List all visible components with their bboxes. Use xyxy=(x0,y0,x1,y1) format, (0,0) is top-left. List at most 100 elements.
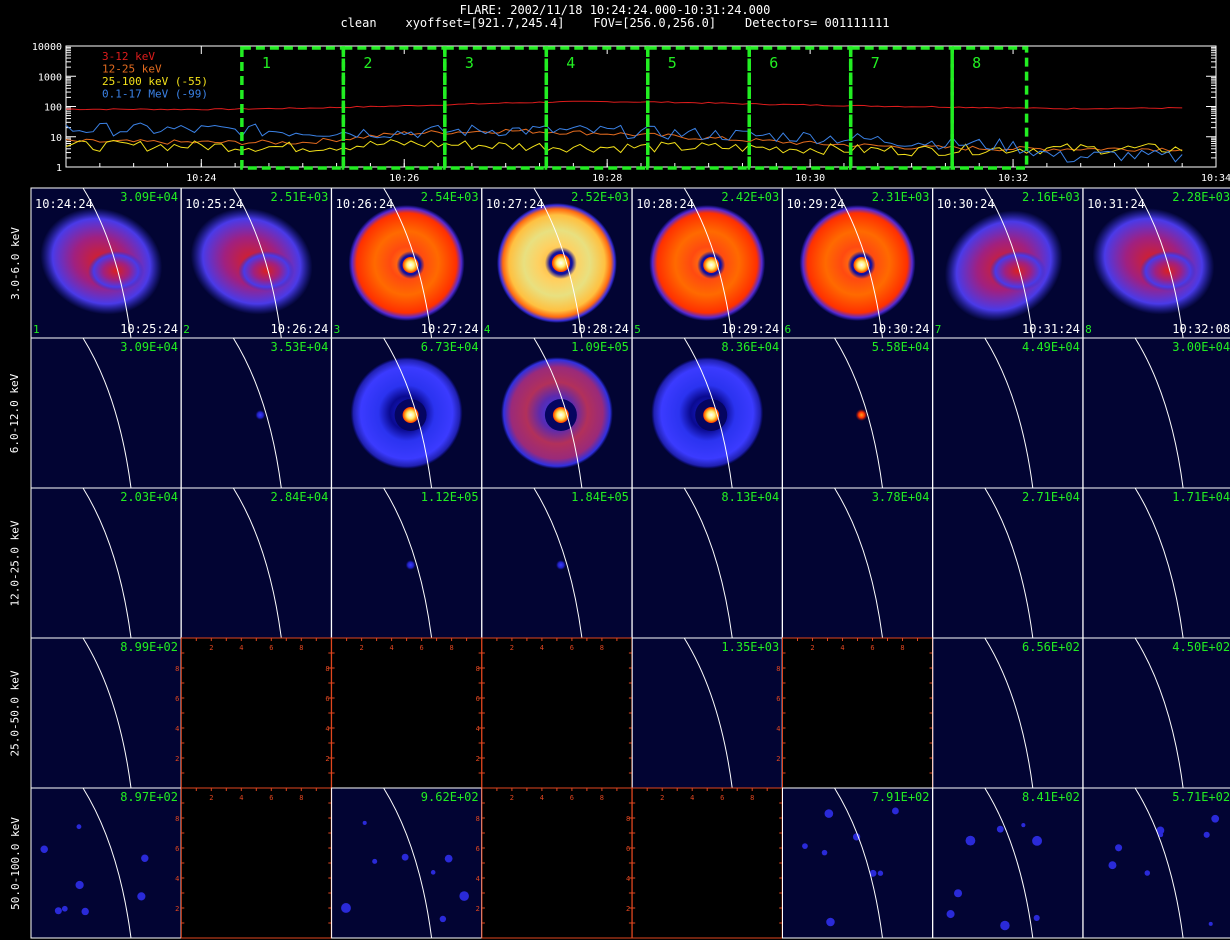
noise-speck xyxy=(1115,844,1123,852)
noise-speck xyxy=(81,907,89,916)
noise-speck xyxy=(75,880,84,890)
source-core xyxy=(703,407,720,423)
max-value-label: 1.12E+05 xyxy=(421,490,479,504)
image-background xyxy=(1083,788,1230,938)
noise-speck xyxy=(54,907,62,915)
start-time-label: 10:26:24 xyxy=(336,197,394,211)
solar-limb xyxy=(1134,637,1184,789)
source-core xyxy=(853,257,870,273)
lightcurve-plot: 10000 1000 100 10 1 10:24 10:26 10:28 10:30 10:32… xyxy=(32,42,1230,184)
image-frame xyxy=(1082,787,1230,939)
noise-speck xyxy=(996,825,1004,833)
noise-speck xyxy=(954,889,963,898)
noise-speck xyxy=(965,835,976,846)
solar-limb xyxy=(984,637,1034,789)
noise-speck xyxy=(61,905,68,912)
interval-number: 3 xyxy=(465,54,474,72)
image-cell: 7.91E+02 xyxy=(782,787,933,939)
empty-y-tick-label: 8 xyxy=(476,815,480,823)
interval-number: 2 xyxy=(363,54,372,72)
image-cell: 3.00E+04 xyxy=(1082,337,1230,489)
empty-x-tick-label: 2 xyxy=(209,644,213,652)
noise-speck xyxy=(1000,920,1010,931)
max-value-label: 8.36E+04 xyxy=(721,340,779,354)
solar-limb xyxy=(82,637,132,789)
empty-x-tick-label: 6 xyxy=(570,794,574,802)
image-cell: 2.84E+04 xyxy=(180,487,332,639)
max-value-label: 6.56E+02 xyxy=(1022,640,1080,654)
max-value-label: 8.97E+02 xyxy=(120,790,178,804)
panel-number: 5 xyxy=(634,323,641,336)
noise-speck xyxy=(1208,921,1213,926)
interval-number: 1 xyxy=(262,54,271,72)
empty-y-tick-label: 6 xyxy=(476,845,480,853)
empty-plot-frame xyxy=(782,637,933,789)
x-tick-label: 10:28 xyxy=(592,173,622,184)
noise-speck xyxy=(137,892,146,901)
empty-x-tick-label: 4 xyxy=(239,644,243,652)
empty-y-tick-label: 4 xyxy=(476,725,480,733)
source-emission xyxy=(989,251,1046,291)
noise-speck xyxy=(341,903,351,913)
image-cell: 1.35E+03 xyxy=(631,637,783,789)
source-core xyxy=(551,254,570,272)
solar-limb xyxy=(232,487,282,639)
empty-y-tick-label: 4 xyxy=(476,875,480,883)
interval-number: 4 xyxy=(566,54,575,72)
empty-y-tick-label: 4 xyxy=(325,725,329,733)
series-line xyxy=(65,100,1183,111)
y-tick-label: 10000 xyxy=(32,42,62,53)
start-time-label: 10:31:24 xyxy=(1087,197,1145,211)
empty-y-tick-label: 6 xyxy=(325,695,329,703)
empty-x-tick-label: 2 xyxy=(810,644,814,652)
solar-limb xyxy=(984,187,1034,339)
empty-x-tick-label: 6 xyxy=(720,794,724,802)
source-dot xyxy=(405,560,416,570)
max-value-label: 2.03E+04 xyxy=(120,490,178,504)
noise-speck xyxy=(76,824,82,830)
empty-y-tick-label: 6 xyxy=(776,695,780,703)
empty-y-tick-label: 8 xyxy=(325,665,329,673)
image-cell: 3.78E+04 xyxy=(782,487,933,639)
image-cell: 4.49E+04 xyxy=(932,337,1084,489)
max-value-label: 3.09E+04 xyxy=(120,340,178,354)
image-cell: 2 2 4 4 6 6 8 8 xyxy=(175,787,332,939)
y-tick-label: 1 xyxy=(56,163,62,174)
x-tick-label: 10:30 xyxy=(795,173,825,184)
empty-y-tick-label: 8 xyxy=(626,815,630,823)
empty-x-tick-label: 8 xyxy=(750,794,754,802)
empty-y-tick-label: 6 xyxy=(175,695,179,703)
max-value-label: 8.41E+02 xyxy=(1022,790,1080,804)
solar-limb xyxy=(834,337,883,489)
empty-x-tick-label: 8 xyxy=(299,794,303,802)
energy-band-label: 3.0-6.0 keV xyxy=(0,188,30,338)
noise-speck xyxy=(430,870,436,875)
image-cell: 1.71E+04 xyxy=(1082,487,1230,639)
max-value-label: 1.84E+05 xyxy=(571,490,629,504)
noise-speck xyxy=(362,820,367,825)
panel-number: 6 xyxy=(785,323,792,336)
end-time-label: 10:25:24 xyxy=(120,322,178,336)
solar-limb xyxy=(82,787,132,939)
empty-x-tick-label: 6 xyxy=(269,644,273,652)
max-value-label: 1.71E+04 xyxy=(1172,490,1230,504)
solar-limb xyxy=(82,187,132,339)
image-cell: 3.53E+04 xyxy=(180,337,332,489)
solar-limb xyxy=(1134,787,1184,939)
max-value-label: 1.35E+03 xyxy=(721,640,779,654)
image-cell: 2 2 4 4 6 6 8 8 xyxy=(626,787,783,939)
series-line xyxy=(65,139,1183,157)
empty-y-tick-label: 2 xyxy=(476,905,480,913)
image-cell: 2 2 4 4 6 6 8 8 xyxy=(476,787,633,939)
solar-limb xyxy=(383,187,433,339)
source-dot xyxy=(255,410,266,420)
empty-x-tick-label: 2 xyxy=(359,644,363,652)
empty-y-tick-label: 2 xyxy=(776,755,780,763)
energy-band-text: 12.0-25.0 keV xyxy=(8,519,22,607)
energy-band-label: 6.0-12.0 keV xyxy=(0,338,30,488)
interval-number: 6 xyxy=(769,54,778,72)
empty-x-tick-label: 2 xyxy=(209,794,213,802)
max-value-label: 2.31E+03 xyxy=(872,190,930,204)
panel-number: 7 xyxy=(935,323,942,336)
empty-x-tick-label: 2 xyxy=(660,794,664,802)
